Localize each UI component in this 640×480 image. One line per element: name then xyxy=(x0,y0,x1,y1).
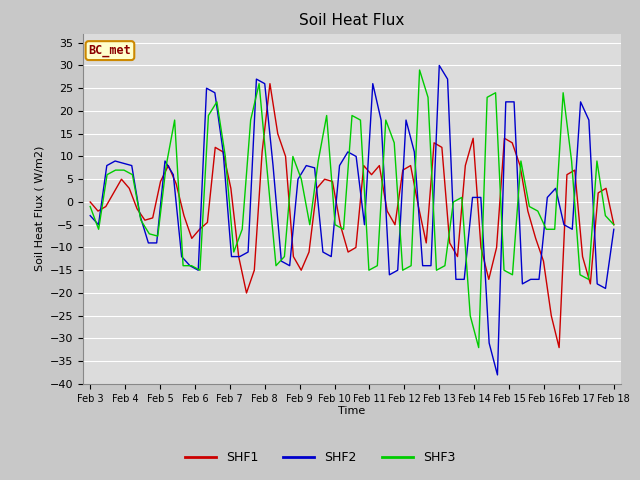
SHF2 xyxy=(303,163,310,168)
SHF3 xyxy=(348,113,356,119)
SHF1 xyxy=(563,172,571,178)
SHF1 xyxy=(446,240,454,246)
SHF3 xyxy=(475,345,483,350)
SHF2 xyxy=(610,227,618,232)
SHF2 xyxy=(86,213,94,218)
SHF3 xyxy=(610,222,618,228)
X-axis label: Time: Time xyxy=(339,407,365,417)
Line: SHF2: SHF2 xyxy=(90,65,614,375)
SHF3 xyxy=(332,222,339,228)
SHF1 xyxy=(86,199,94,205)
SHF2 xyxy=(493,372,501,378)
SHF3 xyxy=(458,194,466,200)
SHF3 xyxy=(247,117,255,123)
SHF3 xyxy=(602,213,609,218)
SHF1 xyxy=(610,222,618,228)
SHF2 xyxy=(419,263,426,269)
SHF1 xyxy=(469,135,477,141)
Legend: SHF1, SHF2, SHF3: SHF1, SHF2, SHF3 xyxy=(180,446,460,469)
SHF3 xyxy=(416,67,424,73)
SHF2 xyxy=(427,263,435,269)
SHF1 xyxy=(508,140,516,146)
SHF1 xyxy=(266,81,274,86)
Title: Soil Heat Flux: Soil Heat Flux xyxy=(300,13,404,28)
Text: BC_met: BC_met xyxy=(88,44,131,57)
SHF1 xyxy=(571,167,579,173)
SHF2 xyxy=(344,149,352,155)
SHF2 xyxy=(435,62,443,68)
SHF2 xyxy=(377,117,385,123)
SHF3 xyxy=(86,204,94,209)
SHF1 xyxy=(556,345,563,350)
SHF3 xyxy=(230,249,237,255)
SHF2 xyxy=(153,240,161,246)
Line: SHF1: SHF1 xyxy=(90,84,614,348)
Y-axis label: Soil Heat Flux ( W/m2): Soil Heat Flux ( W/m2) xyxy=(35,146,44,272)
SHF1 xyxy=(579,254,586,260)
Line: SHF3: SHF3 xyxy=(90,70,614,348)
